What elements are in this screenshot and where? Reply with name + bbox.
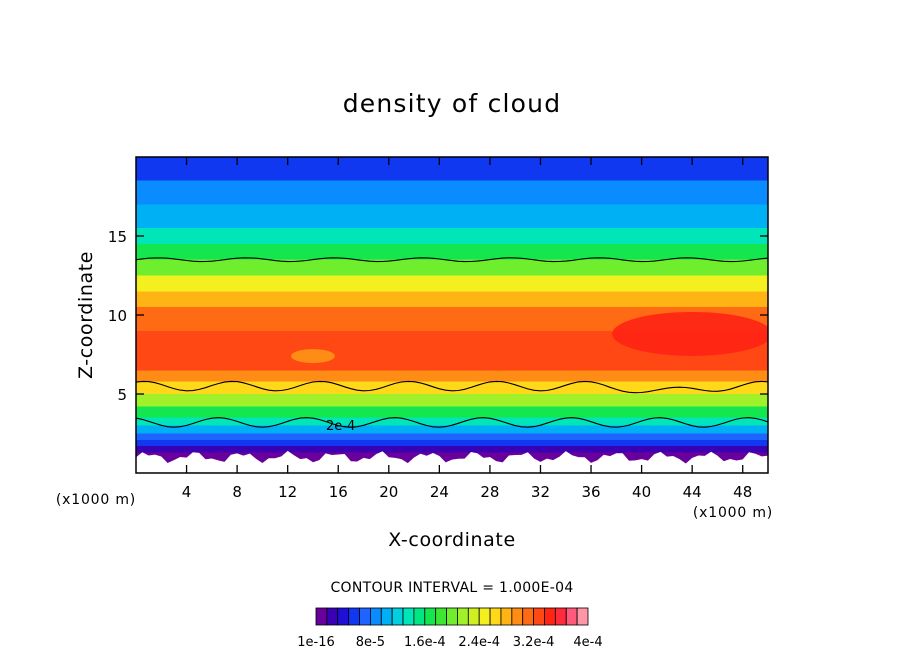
colorbar-swatch: [554, 607, 567, 626]
y-tick-label: 15: [108, 228, 127, 246]
contour-label-2e-4: 2e-4: [326, 419, 355, 434]
x-tick-label: 48: [733, 483, 752, 501]
x-tick-label: 32: [531, 483, 550, 501]
plot-area: [136, 157, 768, 473]
colorbar-swatch: [576, 607, 589, 626]
colorbar-swatch: [446, 607, 458, 626]
colorbar-swatch: [402, 607, 415, 626]
colorbar-swatch: [500, 607, 513, 626]
x-tick-label: 44: [683, 483, 702, 501]
colorbar-swatch: [522, 607, 534, 626]
colorbar-label: 8e-5: [356, 635, 385, 650]
y-unit-label: (x1000 m): [56, 492, 136, 508]
colorbar-swatch: [337, 607, 350, 626]
x-tick-label: 8: [232, 483, 242, 501]
x-tick-label: 36: [581, 483, 600, 501]
x-axis-title: X-coordinate: [388, 529, 515, 551]
colorbar-swatch: [369, 607, 382, 626]
x-tick-label: 24: [430, 483, 449, 501]
core-max-region: [612, 311, 768, 356]
contour-line-1e-4: [136, 380, 768, 394]
colorbar: [315, 607, 589, 626]
contour-line-1e-4: [136, 417, 768, 428]
colorbar-swatch: [511, 607, 524, 626]
chart-title: density of cloud: [343, 89, 562, 118]
colorbar-swatch: [565, 607, 578, 626]
colorbar-label: 3.2e-4: [513, 635, 555, 650]
colorbar-swatch: [478, 607, 491, 626]
colorbar-label: 2.4e-4: [458, 635, 500, 650]
colorbar-label: 1.6e-4: [404, 635, 446, 650]
contour-lines: [136, 257, 768, 428]
colorbar-swatch: [544, 607, 556, 626]
y-axis-ticks: 5 10 15: [108, 228, 768, 404]
y-tick-label: 5: [117, 386, 127, 404]
colorbar-swatch: [348, 607, 360, 626]
clear-air-region: [136, 450, 768, 473]
x-tick-label: 40: [632, 483, 651, 501]
colorbar-swatch: [489, 607, 502, 626]
colorbar-swatch: [326, 607, 339, 626]
contour-line-1e-4: [136, 257, 768, 263]
colorbar-title: CONTOUR INTERVAL = 1.000E-04: [330, 580, 573, 596]
x-tick-label: 12: [278, 483, 297, 501]
colorbar-label: 4e-4: [573, 635, 602, 650]
colorbar-swatch: [315, 607, 328, 626]
colorbar-swatch: [424, 607, 437, 626]
colorbar-swatch: [435, 607, 447, 626]
colorbar-swatch: [380, 607, 393, 626]
x-tick-label: 20: [379, 483, 398, 501]
colorbar-swatch: [359, 607, 371, 626]
core-min-region: [290, 349, 335, 364]
x-tick-label: 16: [329, 483, 348, 501]
x-tick-label: 4: [182, 483, 192, 501]
x-unit-label: (x1000 m): [693, 505, 773, 521]
colorbar-labels: 1e-16 8e-5 1.6e-4 2.4e-4 3.2e-4 4e-4: [297, 635, 602, 650]
x-tick-label: 28: [480, 483, 499, 501]
colorbar-swatch: [413, 607, 426, 626]
colorbar-swatch: [533, 607, 545, 626]
y-tick-label: 10: [108, 307, 127, 325]
color-bands: [136, 157, 768, 473]
colorbar-swatch: [457, 607, 469, 626]
colorbar-swatch: [467, 607, 480, 626]
y-axis-title: Z-coordinate: [75, 251, 97, 379]
colorbar-label: 1e-16: [297, 635, 335, 650]
x-axis-ticks: 4 8 12 16 20 24 28 32 36 40 44 48: [182, 157, 752, 501]
colorbar-swatch: [391, 607, 404, 626]
